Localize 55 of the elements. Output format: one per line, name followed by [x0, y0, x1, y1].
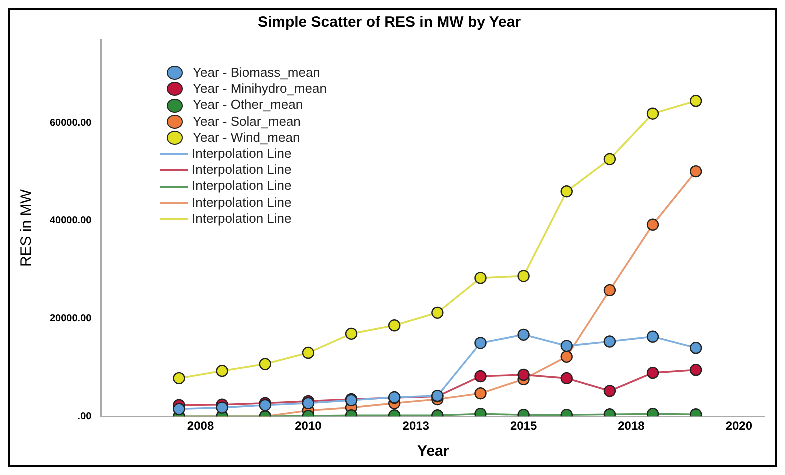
legend-label: Year - Minihydro_mean: [193, 81, 327, 98]
point: [560, 186, 573, 198]
point: [690, 165, 702, 178]
x-tick-label: 2010: [295, 419, 322, 434]
y-tick-label: .00: [78, 411, 92, 422]
point: [432, 306, 444, 320]
point: [388, 320, 401, 332]
point: [216, 365, 228, 378]
point: [690, 95, 702, 108]
y-axis-title: RES in MW: [18, 188, 36, 268]
point: [173, 372, 186, 385]
point: [690, 364, 702, 376]
point: [560, 372, 573, 385]
point: [646, 218, 660, 231]
point: [604, 284, 616, 297]
point: [646, 108, 660, 120]
y-tick-label: 20000.00: [50, 314, 92, 325]
x-tick-label: 2013: [402, 419, 430, 434]
point: [518, 368, 530, 382]
legend-label: Year - Solar_mean: [193, 114, 301, 130]
x-tick-label: 2015: [510, 419, 538, 434]
point: [474, 337, 487, 350]
point: [604, 153, 616, 166]
point: [518, 270, 530, 282]
legend-label: Interpolation Line: [192, 178, 292, 195]
legend-label: Year - Wind_mean: [193, 130, 300, 146]
point: [474, 370, 487, 383]
x-tick-label: 2018: [618, 419, 646, 434]
point: [604, 336, 616, 348]
chart-title: Simple Scatter of RES in MW by Year: [258, 14, 522, 32]
point: [560, 340, 573, 352]
y-tick-label: 40000.00: [50, 216, 92, 227]
point: [216, 402, 228, 414]
legend-label: Interpolation Line: [192, 146, 292, 162]
y-tick-label: 60000.00: [50, 118, 92, 129]
point: [345, 328, 358, 340]
point: [560, 350, 573, 364]
legend-label: Interpolation Line: [192, 162, 292, 178]
point: [474, 388, 487, 400]
x-tick-label: 2008: [187, 419, 214, 434]
point: [173, 403, 186, 416]
x-axis-title: Year: [418, 443, 450, 460]
legend-label: Interpolation Line: [192, 210, 292, 228]
legend-label: Year - Other_mean: [193, 97, 304, 114]
point: [604, 385, 616, 398]
point: [646, 366, 660, 380]
point: [518, 328, 530, 342]
point: [690, 342, 702, 354]
point: [259, 358, 272, 370]
point: [474, 272, 487, 284]
x-tick-label: 2020: [726, 419, 753, 434]
legend-label: Interpolation Line: [192, 194, 292, 211]
point: [646, 330, 660, 343]
legend-label: Year - Biomass_mean: [193, 65, 320, 82]
point: [302, 346, 315, 360]
